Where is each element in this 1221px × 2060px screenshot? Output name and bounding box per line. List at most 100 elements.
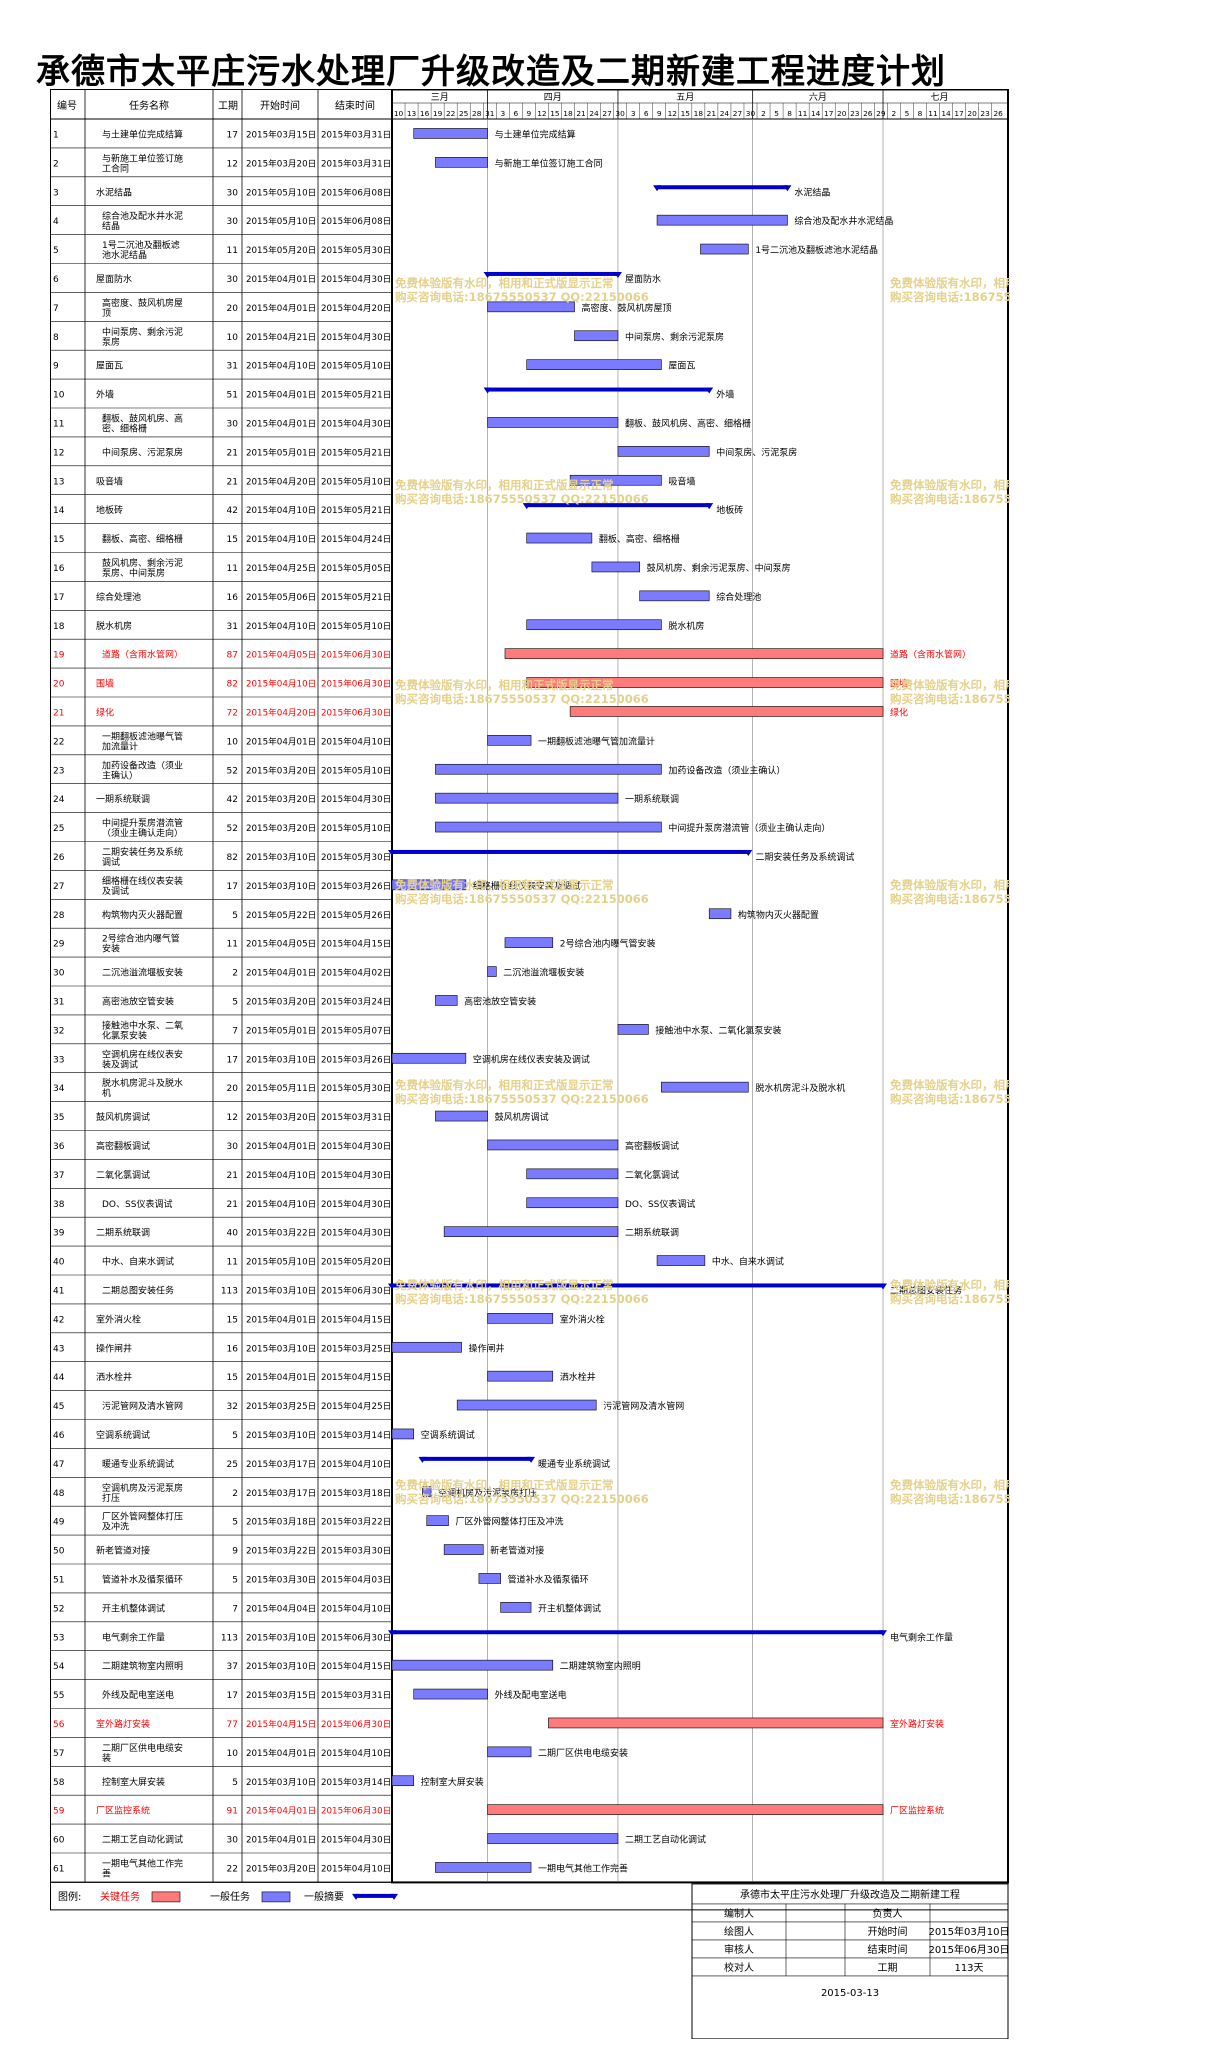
task-duration: 10: [227, 1749, 239, 1759]
day-tick-label: 8: [787, 109, 792, 118]
task-id: 11: [53, 419, 64, 429]
watermark-line2: 购买咨询电话:18675550537 QQ:22150066: [890, 1092, 1010, 1106]
day-tick-label: 25: [459, 109, 469, 118]
task-id: 39: [53, 1229, 65, 1239]
task-name: 综合池及配水井水泥: [102, 210, 183, 222]
task-end: 2015年04月10日: [321, 1747, 391, 1759]
task-duration: 7: [232, 1026, 238, 1036]
task-end: 2015年05月30日: [321, 244, 391, 256]
task-name: 机: [102, 1087, 111, 1099]
summary-bar-start-cap: [483, 271, 492, 278]
task-bar: [526, 1197, 619, 1209]
task-id: 56: [53, 1720, 65, 1730]
critical-bar: [569, 706, 884, 717]
task-end: 2015年04月15日: [321, 1660, 391, 1672]
task-bar: [591, 561, 640, 573]
task-id: 9: [53, 362, 59, 372]
summary-bar-end-cap: [705, 503, 714, 510]
task-name: 调试: [102, 856, 120, 868]
task-name: 空调机房及污泥泵房: [102, 1482, 183, 1494]
task-name: 二期建筑物室内照明: [102, 1660, 183, 1672]
bar-label: 屋面瓦: [668, 361, 695, 372]
critical-bar: [487, 1804, 884, 1815]
day-tick-label: 14: [941, 109, 951, 118]
task-start: 2015年05月10日: [246, 186, 316, 198]
task-end: 2015年03月30日: [321, 1545, 391, 1557]
task-bar: [391, 879, 467, 891]
task-name: 主确认）: [102, 769, 138, 781]
task-end: 2015年03月14日: [321, 1776, 391, 1788]
bar-label: 二期安装任务及系统调试: [755, 851, 854, 863]
task-bar: [487, 417, 619, 428]
task-end: 2015年04月10日: [321, 1602, 391, 1614]
task-end: 2015年04月30日: [321, 793, 391, 805]
summary-bar-start-cap: [653, 185, 662, 192]
task-duration: 10: [227, 333, 239, 343]
task-id: 42: [53, 1315, 64, 1325]
task-name: 鼓风机房调试: [96, 1111, 150, 1123]
bar-label: 室外路灯安装: [890, 1718, 944, 1730]
task-id: 36: [53, 1142, 65, 1152]
task-name: 屋面防水: [96, 273, 132, 285]
task-bar: [656, 1255, 706, 1266]
day-tick-label: 17: [824, 109, 834, 118]
task-name: 脱水机房: [96, 620, 132, 632]
legend-swatch-summary: [356, 1893, 394, 1898]
task-id: 61: [53, 1864, 64, 1874]
legend-swatch-cap: [390, 1893, 398, 1900]
task-id: 59: [53, 1807, 65, 1817]
task-start: 2015年05月01日: [246, 446, 316, 458]
task-duration: 37: [227, 1662, 238, 1672]
task-end: 2015年03月22日: [321, 1516, 391, 1528]
task-end: 2015年03月31日: [321, 157, 391, 169]
task-name: 二期厂区供电电缆安: [102, 1742, 183, 1754]
task-id: 38: [53, 1200, 65, 1210]
task-duration: 17: [227, 1691, 238, 1701]
timeline-frame: [391, 89, 1009, 1884]
task-bar: [504, 937, 554, 948]
task-duration: 40: [227, 1229, 239, 1239]
task-name: 屋面瓦: [96, 361, 123, 372]
bar-label: 脱水机房: [668, 620, 704, 632]
task-end: 2015年05月10日: [321, 764, 391, 776]
task-duration: 42: [227, 506, 238, 516]
task-end: 2015年05月10日: [321, 475, 391, 487]
bar-label: 翻板、高密、细格栅: [599, 533, 680, 545]
bar-label: 高密翻板调试: [625, 1140, 679, 1152]
task-name: （须业主确认走向）: [102, 827, 183, 839]
bar-label: 空调机房及污泥泵房打压: [438, 1487, 537, 1499]
summary-bar-start-cap: [483, 387, 492, 394]
column-header: 结束时间: [335, 99, 375, 112]
task-bar: [487, 301, 575, 313]
task-end: 2015年05月10日: [321, 620, 391, 632]
task-end: 2015年05月20日: [321, 1256, 391, 1268]
bar-label: 污泥管网及清水管网: [603, 1400, 684, 1412]
summary-bar-end-cap: [879, 1283, 888, 1290]
day-tick-label: 2: [892, 109, 897, 118]
task-start: 2015年04月01日: [246, 302, 316, 314]
task-end: 2015年05月30日: [321, 851, 391, 863]
summary-bar: [657, 185, 788, 190]
task-end: 2015年03月14日: [321, 1429, 391, 1441]
task-duration: 30: [227, 1836, 239, 1846]
task-duration: 11: [227, 1258, 238, 1268]
footer-cell: 结束时间: [868, 1943, 908, 1956]
task-start: 2015年03月20日: [246, 822, 316, 834]
task-start: 2015年04月10日: [246, 360, 316, 372]
task-duration: 30: [227, 188, 239, 198]
task-bar: [422, 1486, 432, 1498]
legend-swatch: [261, 1891, 291, 1903]
day-tick-label: 20: [967, 109, 977, 118]
footer-cell: 校对人: [724, 1961, 754, 1974]
task-id: 13: [53, 477, 64, 487]
task-start: 2015年04月01日: [246, 273, 316, 285]
task-start: 2015年03月30日: [246, 1573, 316, 1585]
task-name: 1号二沉池及翻板滤: [102, 239, 180, 251]
task-duration: 5: [232, 1778, 238, 1788]
bar-label: 中水、自来水调试: [712, 1256, 784, 1268]
watermark-line1: 免费体验版有水印，相用和正式版显示正常: [890, 1078, 1010, 1092]
task-bar: [661, 1081, 749, 1093]
footer-title: 承德市太平庄污水处理厂升级改造及二期新建工程: [740, 1888, 960, 1901]
watermark-line1: 免费体验版有水印，相用和正式版显示正常: [890, 678, 1010, 692]
